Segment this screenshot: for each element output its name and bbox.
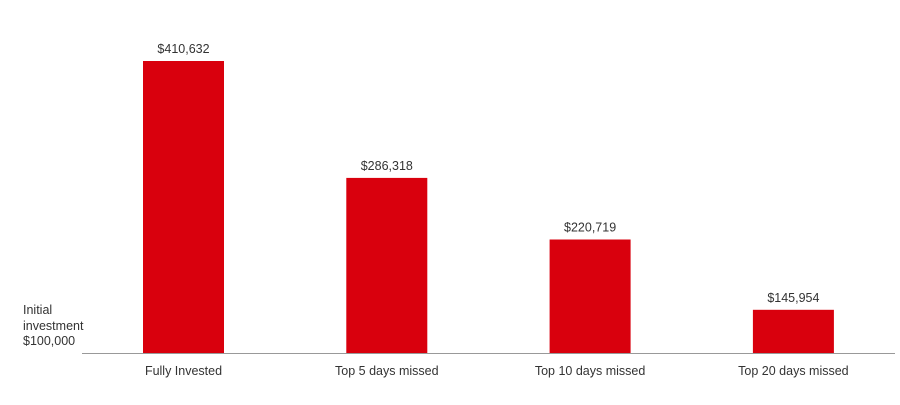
x-tick-label-2: Top 5 days missed xyxy=(335,364,439,378)
data-label-4: $145,954 xyxy=(767,291,819,305)
x-tick-label-1: Fully Invested xyxy=(145,364,222,378)
data-label-2: $286,318 xyxy=(361,159,413,173)
data-label-1: $410,632 xyxy=(157,42,209,56)
x-tick-label-4: Top 20 days missed xyxy=(738,364,849,378)
bar-4 xyxy=(753,310,834,353)
bar-3 xyxy=(550,240,631,354)
x-tick-label-3: Top 10 days missed xyxy=(535,364,646,378)
bar-1 xyxy=(143,61,224,353)
data-label-3: $220,719 xyxy=(564,221,616,235)
bar-2 xyxy=(346,178,427,353)
